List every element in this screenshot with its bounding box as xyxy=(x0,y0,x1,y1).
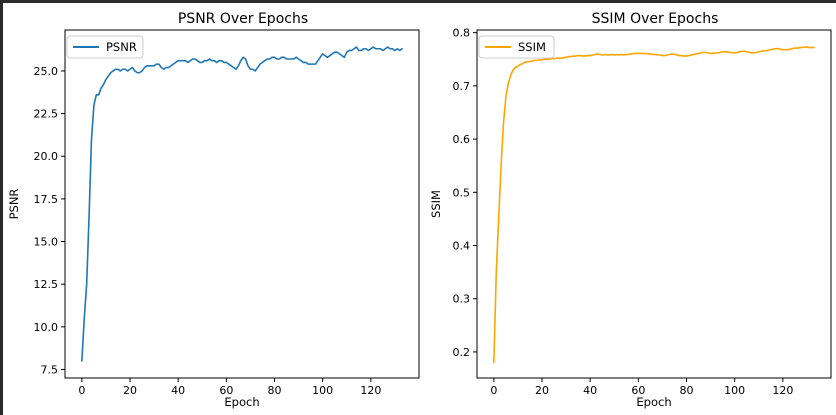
ssim-y-tick-label: 0.7 xyxy=(453,80,471,93)
ssim-y-axis-label: SSIM xyxy=(429,190,443,218)
ssim-series-line xyxy=(493,46,815,364)
ssim-y-tick-label: 0.2 xyxy=(453,346,471,359)
psnr-x-tick-label: 80 xyxy=(268,384,282,397)
psnr-x-tick-label: 60 xyxy=(219,384,233,397)
ssim-x-axis-label: Epoch xyxy=(636,395,671,409)
figure-canvas: PSNR Over Epochs 0 20 40 60 80 100 120 7.5 10.0 1… xyxy=(3,3,836,415)
psnr-y-tick-label: 20.0 xyxy=(34,150,59,163)
ssim-y-tick-label: 0.5 xyxy=(453,186,471,199)
ssim-plot: SSIM Over Epochs 0 20 40 60 80 100 120 0.2 0.3 0.… xyxy=(429,11,832,409)
ssim-plot-title: SSIM Over Epochs xyxy=(592,11,719,27)
psnr-x-tick-label: 20 xyxy=(123,384,137,397)
ssim-x-tick-label: 60 xyxy=(631,384,645,397)
psnr-plot: PSNR Over Epochs 0 20 40 60 80 100 120 7.5 10.0 1… xyxy=(7,11,420,409)
ssim-x-tick-label: 20 xyxy=(535,384,549,397)
psnr-y-tick-label: 15.0 xyxy=(34,236,59,249)
psnr-x-tick-label: 0 xyxy=(78,384,85,397)
ssim-legend-box xyxy=(478,35,555,59)
psnr-y-tick-label: 7.5 xyxy=(41,363,59,376)
psnr-y-tick-label: 17.5 xyxy=(34,193,59,206)
ssim-legend-label: SSIM xyxy=(518,40,546,54)
psnr-x-axis-label: Epoch xyxy=(224,395,259,409)
ssim-y-tick-label: 0.8 xyxy=(453,27,471,40)
psnr-legend: PSNR xyxy=(66,35,144,59)
psnr-x-tick-label: 100 xyxy=(312,384,333,397)
psnr-x-tick-label: 120 xyxy=(360,384,381,397)
ssim-x-tick-label: 40 xyxy=(583,384,597,397)
ssim-y-tick-label: 0.6 xyxy=(453,133,471,146)
psnr-axes-frame xyxy=(64,29,420,379)
ssim-y-tick-label: 0.3 xyxy=(453,293,471,306)
psnr-y-tick-label: 10.0 xyxy=(34,321,59,334)
ssim-legend: SSIM xyxy=(478,35,555,59)
ssim-x-tick-label: 0 xyxy=(490,384,497,397)
ssim-axes-frame xyxy=(476,29,832,379)
psnr-series-line xyxy=(81,46,403,362)
psnr-legend-box xyxy=(66,35,144,59)
ssim-y-tick-label: 0.4 xyxy=(453,240,471,253)
ssim-x-tick-label: 100 xyxy=(724,384,745,397)
psnr-plot-title: PSNR Over Epochs xyxy=(178,11,308,27)
figure-svg: PSNR Over Epochs 0 20 40 60 80 100 120 7.5 10.0 1… xyxy=(7,11,832,409)
psnr-y-tick-label: 12.5 xyxy=(34,278,59,291)
psnr-legend-label: PSNR xyxy=(106,40,137,54)
psnr-x-tick-label: 40 xyxy=(171,384,185,397)
psnr-y-tick-label: 22.5 xyxy=(34,108,59,121)
ssim-x-tick-label: 120 xyxy=(772,384,793,397)
psnr-y-tick-label: 25.0 xyxy=(34,65,59,78)
psnr-y-axis-label: PSNR xyxy=(7,189,21,220)
ssim-x-tick-label: 80 xyxy=(680,384,694,397)
